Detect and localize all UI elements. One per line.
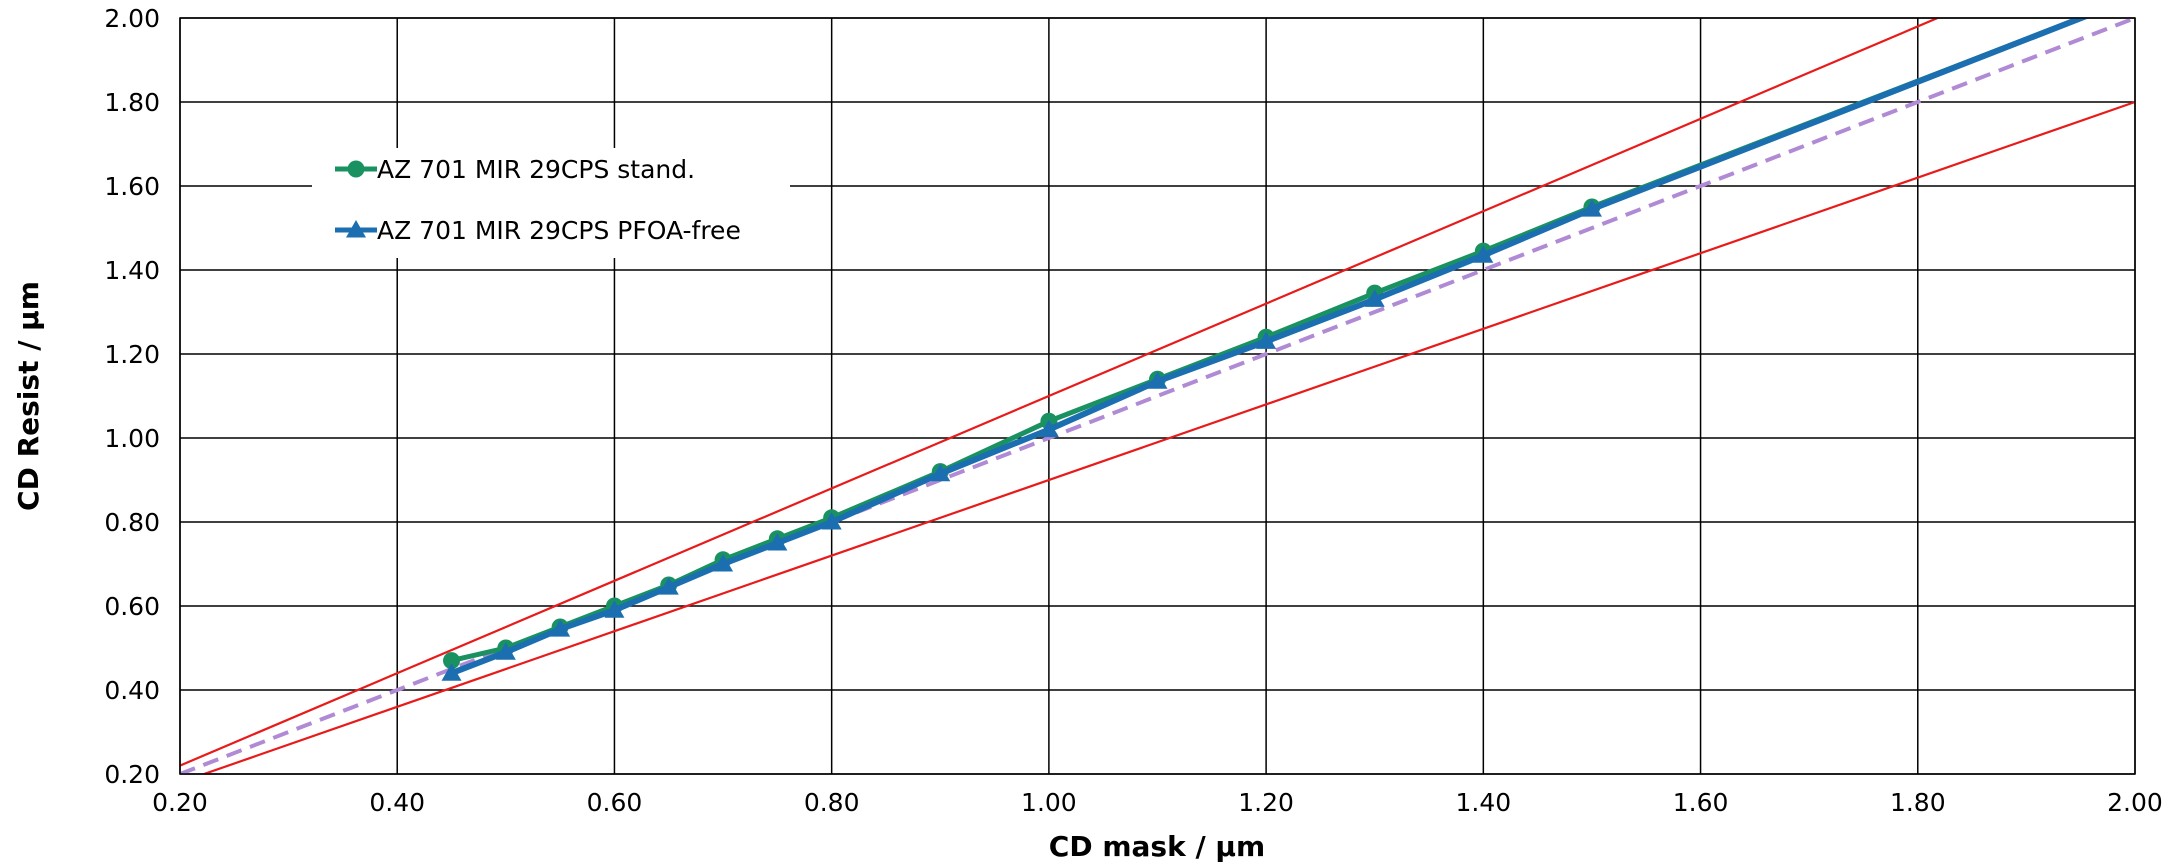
data-point	[713, 554, 734, 572]
data-point	[495, 642, 516, 660]
legend-entry: AZ 701 MIR 29CPS stand.	[335, 155, 695, 184]
x-tick-label: 1.80	[1890, 788, 1946, 817]
reference-lines	[180, 18, 2135, 774]
legend-label: AZ 701 MIR 29CPS PFOA-free	[377, 216, 741, 245]
y-tick-label: 0.40	[104, 676, 160, 705]
data-point	[1038, 419, 1059, 438]
reference-line-tolerance	[180, 18, 1941, 767]
y-axis-title: CD Resist / µm	[12, 281, 45, 511]
data-point	[441, 663, 462, 681]
y-tick-label: 0.20	[104, 760, 160, 789]
data-point	[1473, 245, 1494, 263]
x-tick-label: 0.80	[804, 788, 860, 817]
y-tick-label: 1.60	[104, 172, 160, 201]
legend-entry: AZ 701 MIR 29CPS PFOA-free	[335, 216, 741, 245]
data-point	[443, 652, 461, 670]
data-point	[1147, 371, 1168, 389]
legend-swatch-marker	[346, 220, 366, 238]
data-point	[604, 600, 625, 618]
reference-line-identity	[180, 18, 2135, 774]
reference-line-tolerance	[200, 100, 2135, 774]
x-tick-label: 2.00	[2107, 788, 2163, 817]
y-tick-label: 0.60	[104, 592, 160, 621]
y-tick-label: 2.00	[104, 4, 160, 33]
series-group	[441, 18, 2090, 681]
legend-swatch-marker	[347, 160, 365, 178]
legend-label: AZ 701 MIR 29CPS stand.	[377, 155, 695, 184]
legend: AZ 701 MIR 29CPS stand. AZ 701 MIR 29CPS …	[312, 148, 790, 258]
data-point	[1364, 289, 1385, 307]
x-tick-label: 1.20	[1238, 788, 1294, 817]
x-tick-label: 0.40	[369, 788, 425, 817]
data-point	[1581, 199, 1602, 217]
x-tick-label: 1.40	[1455, 788, 1511, 817]
y-tick-label: 1.00	[104, 424, 160, 453]
x-tick-label: 0.20	[152, 788, 208, 817]
x-tick-label: 1.60	[1673, 788, 1729, 817]
data-point	[1256, 331, 1277, 349]
y-tick-label: 1.40	[104, 256, 160, 285]
legend-box	[312, 148, 790, 258]
y-tick-label: 0.80	[104, 508, 160, 537]
x-tick-label: 1.00	[1021, 788, 1077, 817]
x-axis-title: CD mask / µm	[1049, 830, 1265, 862]
y-tick-label: 1.20	[104, 340, 160, 369]
x-tick-label: 0.60	[587, 788, 643, 817]
series-2	[441, 18, 2090, 681]
axes: 0.20 0.40 0.60 0.80 1.00 1.20 1.40 1.60 1.80 2.00…	[104, 4, 2163, 817]
data-point	[821, 512, 842, 530]
y-tick-label: 1.80	[104, 88, 160, 117]
data-point	[658, 577, 679, 595]
series-line	[450, 18, 2090, 676]
data-point	[550, 619, 571, 637]
plot-area-border	[179, 17, 2136, 775]
data-point	[767, 533, 788, 551]
data-point	[930, 463, 951, 482]
